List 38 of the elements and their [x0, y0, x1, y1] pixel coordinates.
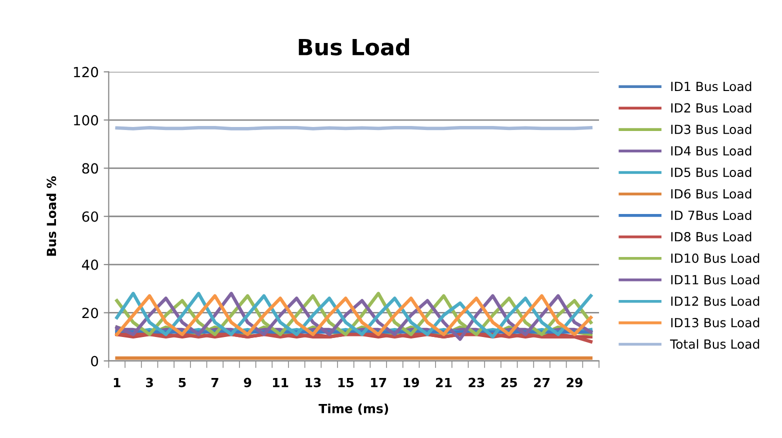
x-tick-label: 15 — [338, 378, 354, 388]
legend-label: ID1 Bus Load — [671, 81, 752, 92]
x-tick-label: 19 — [404, 378, 419, 388]
x-tick-label: 23 — [468, 378, 484, 388]
legend-label: ID13 Bus Load — [671, 318, 760, 328]
chart-title: Bus Load — [298, 38, 410, 56]
legend-label: Total Bus Load — [670, 339, 760, 349]
x-tick-label: 17 — [371, 378, 386, 388]
legend-label: ID11 Bus Load — [671, 274, 760, 284]
y-tick-label: 20 — [82, 308, 98, 318]
x-tick-label: 13 — [306, 378, 321, 388]
legend-label: ID6 Bus Load — [671, 188, 752, 199]
legend-label: ID3 Bus Load — [671, 124, 752, 134]
x-tick-label: 9 — [244, 378, 252, 388]
x-tick-label: 27 — [534, 378, 550, 388]
legend-label: ID 7Bus Load — [671, 210, 752, 220]
legend-label: ID5 Bus Load — [671, 167, 752, 178]
x-tick-label: 21 — [436, 378, 452, 388]
x-tick-label: 1 — [114, 378, 120, 388]
y-tick-label: 40 — [82, 260, 98, 270]
y-tick-label: 120 — [74, 66, 98, 78]
legend-label: ID2 Bus Load — [671, 102, 752, 113]
x-tick-label: 7 — [211, 378, 218, 388]
y-axis-title: Bus Load % — [46, 176, 56, 256]
x-tick-label: 29 — [566, 378, 582, 388]
x-axis-title: Time (ms) — [318, 404, 388, 415]
x-tick-label: 3 — [146, 378, 153, 388]
legend-label: ID4 Bus Load — [671, 146, 752, 156]
y-tick-label: 80 — [82, 163, 98, 174]
legend-label: ID8 Bus Load — [671, 232, 752, 242]
x-tick-label: 25 — [501, 378, 517, 388]
x-tick-label: 5 — [178, 378, 186, 388]
y-tick-label: 60 — [82, 211, 98, 222]
legend-label: ID12 Bus Load — [671, 296, 760, 306]
legend-label: ID10 Bus Load — [671, 253, 760, 263]
y-tick-label: 100 — [74, 114, 98, 126]
y-tick-label: 0 — [91, 356, 98, 366]
x-tick-label: 11 — [273, 378, 288, 388]
